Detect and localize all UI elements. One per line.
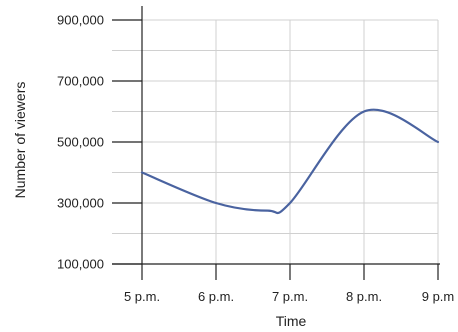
y-axis-title: Number of viewers [12,82,28,199]
x-tick-label: 7 p.m. [272,289,308,304]
axes [112,6,440,265]
x-tick-label: 5 p.m. [124,289,160,304]
y-tick-label: 900,000 [57,13,104,28]
y-tick-label: 100,000 [57,257,104,272]
x-tick-label: 8 p.m. [346,289,382,304]
series-line [140,108,440,215]
x-axis-title: Time [276,313,307,329]
x-tick-label: 9 p.m [422,289,455,304]
x-axis-ticks: 5 p.m. 6 p.m. 7 p.m. 8 p.m. 9 p.m [124,264,454,304]
x-tick-label: 6 p.m. [198,289,234,304]
y-tick-label: 300,000 [57,196,104,211]
gridlines [112,19,439,265]
y-tick-label: 700,000 [57,74,104,89]
y-tick-label: 500,000 [57,135,104,150]
y-axis-ticks: 100,000 300,000 500,000 700,000 900,000 [57,13,142,272]
